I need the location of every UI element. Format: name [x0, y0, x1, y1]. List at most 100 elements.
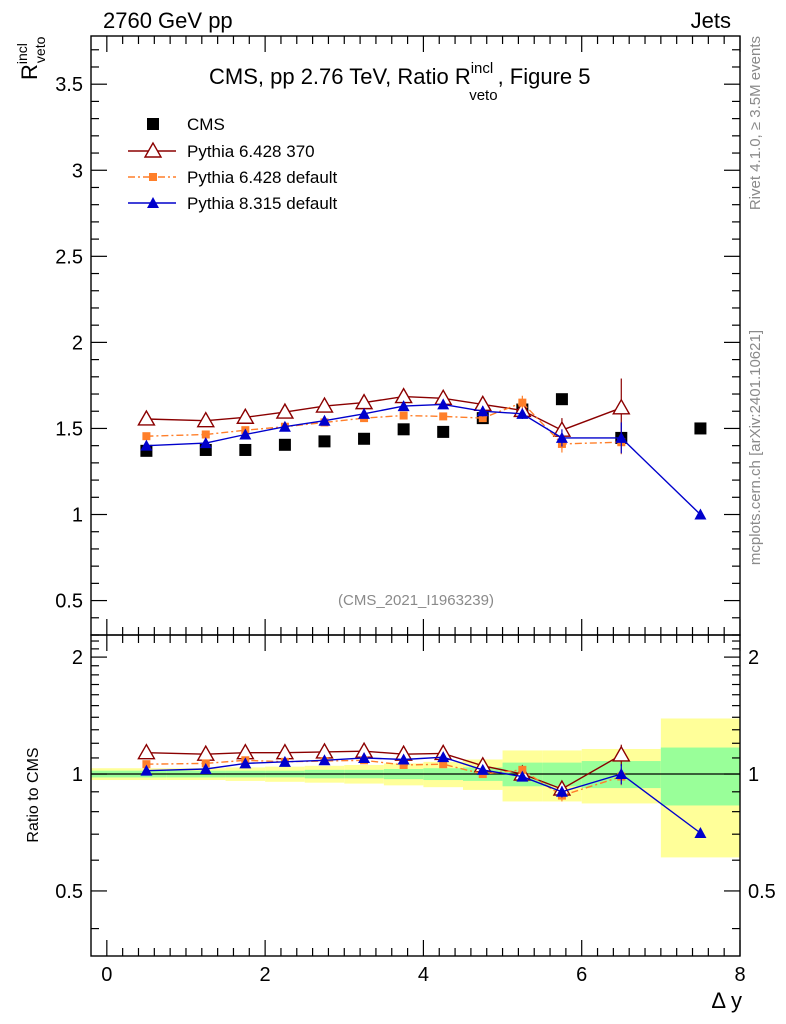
- main-pythia-8-315-default-point: [140, 439, 153, 451]
- ratio-pythia-8-315-default-point: [239, 757, 252, 769]
- main-y-tick-label: 2.5: [55, 246, 83, 268]
- x-tick-label: 2: [260, 964, 271, 986]
- main-pythia-8-315-default-point: [516, 407, 529, 419]
- ratio-y-tick-label-right: 2: [748, 647, 759, 669]
- main-pythia-6-428-370-point: [137, 409, 156, 426]
- x-tick-label: 0: [101, 964, 112, 986]
- ratio-pythia-8-315-default-point: [318, 754, 331, 766]
- main-cms-point: [239, 443, 252, 456]
- main-y-tick-label: 2: [72, 332, 83, 354]
- main-pythia-6-428-default-point: [439, 412, 448, 421]
- title-sup: incl: [471, 60, 494, 77]
- main-pythia-8-315-default-point: [615, 431, 628, 443]
- legend-label-p6-370: Pythia 6.428 370: [187, 142, 315, 161]
- x-tick-label: 4: [418, 964, 429, 986]
- legend-label-p8-default: Pythia 8.315 default: [187, 194, 338, 213]
- ratio-pythia-6-428-default-point: [399, 760, 408, 769]
- ratio-pythia-8-315-default-point: [437, 751, 450, 763]
- title-sub: veto: [469, 87, 497, 104]
- legend-pythia-6-428-370-marker: [143, 141, 163, 158]
- ratio-pythia-8-315-default-point: [358, 751, 371, 763]
- main-pythia-8-315-default-point: [278, 420, 291, 432]
- main-pythia-6-428-370-point: [612, 398, 631, 415]
- ylabel-base: R: [17, 64, 42, 80]
- main-y-tick-label: 0.5: [55, 591, 83, 613]
- main-pythia-6-428-370-point: [315, 396, 334, 413]
- ylabel-sub: veto: [32, 36, 48, 63]
- ratio-data-layer: [91, 718, 740, 858]
- main-cms-point: [437, 425, 450, 438]
- ratio-pythia-8-315-default-point: [694, 826, 707, 838]
- ratio-ylabel: Ratio to CMS: [25, 747, 42, 842]
- main-pythia-6-428-default-point: [399, 411, 408, 420]
- main-pythia-6-428-370-point: [275, 402, 295, 419]
- ratio-pythia-8-315-default-point: [397, 753, 410, 765]
- main-y-tick-label: 1.5: [55, 418, 83, 440]
- main-pythia-6-428-default-point: [478, 414, 487, 423]
- legend-cms-marker: [147, 118, 159, 130]
- main-pythia-8-315-default-point: [199, 437, 212, 449]
- main-pythia-6-428-default-line: [146, 401, 622, 445]
- main-cms-point: [278, 438, 291, 451]
- main-pythia-8-315-default-point: [397, 400, 410, 412]
- main-pythia-8-315-default-point: [476, 405, 489, 417]
- ratio-panel: 0 2 4 6 8 0.5 0.5 1 1 2 2 Ratio to CMS: [25, 634, 776, 986]
- legend: CMS Pythia 6.428 370 Pythia 6.428 defaul…: [128, 115, 338, 213]
- legend-pythia-6-428-default-marker: [149, 173, 157, 181]
- main-y-tick-label: 3.5: [55, 74, 83, 96]
- main-pythia-8-315-default-line: [146, 403, 701, 516]
- ratio-y-tick-label: 0.5: [55, 881, 83, 903]
- x-tick-label: 8: [734, 964, 745, 986]
- main-pythia-8-315-default-point: [437, 398, 450, 410]
- main-cms-point: [397, 423, 410, 436]
- ratio-pythia-6-428-370-point: [612, 745, 631, 762]
- main-title: CMS, pp 2.76 TeV, Ratio Rincl veto, Figur…: [209, 60, 591, 104]
- ratio-y-tick-label: 1: [72, 764, 83, 786]
- main-pythia-8-315-default-point: [555, 431, 568, 443]
- legend-markers: [128, 118, 176, 208]
- main-ticks: 0.5 1 1.5 2 2.5 3 3.5: [55, 36, 741, 636]
- ratio-pythia-6-428-default-point: [439, 760, 448, 769]
- ratio-frame: [90, 634, 741, 957]
- ratio-pythia-8-315-default-point: [140, 764, 153, 776]
- ratio-pythia-6-428-default-point: [518, 765, 527, 774]
- main-pythia-8-315-default-point: [239, 428, 252, 440]
- main-pythia-6-428-default-point: [142, 432, 151, 441]
- header-right: Jets: [691, 8, 731, 33]
- mcplots-label: mcplots.cern.ch [arXiv:2401.10621]: [747, 330, 764, 565]
- ratio-y-tick-label-right: 0.5: [748, 881, 776, 903]
- ratio-pythia-6-428-default-point: [142, 760, 151, 769]
- ratio-pythia-8-315-default-point: [555, 785, 568, 797]
- main-pythia-6-428-default-point: [201, 430, 210, 439]
- ratio-pythia-6-428-370-point: [196, 744, 215, 761]
- legend-label-cms: CMS: [187, 115, 225, 134]
- ratio-pythia-8-315-default-point: [278, 755, 291, 767]
- rivet-label: Rivet 4.1.0, ≥ 3.5M events: [747, 36, 764, 210]
- ratio-band-green: [660, 747, 740, 806]
- ratio-y-tick-label: 2: [72, 647, 83, 669]
- main-y-tick-label: 3: [72, 160, 83, 182]
- main-pythia-6-428-370-line: [146, 395, 622, 431]
- analysis-watermark: (CMS_2021_I1963239): [338, 592, 494, 609]
- ratio-y-tick-label-right: 1: [748, 764, 759, 786]
- ratio-ticks: 0 2 4 6 8 0.5 0.5 1 1 2 2: [55, 635, 776, 986]
- main-pythia-8-315-default-point: [318, 414, 331, 426]
- ratio-pythia-8-315-default-point: [516, 770, 529, 782]
- main-cms-point: [318, 435, 331, 448]
- title-suffix: , Figure 5: [498, 64, 591, 89]
- title-prefix: CMS, pp 2.76 TeV, Ratio R: [209, 64, 471, 89]
- ratio-pythia-8-315-default-point: [476, 763, 489, 775]
- ratio-pythia-6-428-370-point: [137, 743, 156, 760]
- legend-pythia-8-315-default-marker: [147, 197, 159, 208]
- main-pythia-8-315-default-point: [358, 407, 371, 419]
- x-axis-label: Δ y: [711, 988, 742, 1013]
- ylabel-sup: incl: [14, 43, 30, 64]
- main-cms-point: [358, 432, 371, 445]
- main-pythia-6-428-370-point: [236, 407, 255, 424]
- main-pythia-6-428-default-point: [518, 398, 527, 407]
- main-cms-point: [555, 393, 568, 406]
- ratio-pythia-6-428-default-line: [146, 759, 622, 797]
- main-panel: 0.5 1 1.5 2 2.5 3 3.5 CMS, pp 2.76 TeV, Ratio …: [14, 35, 741, 636]
- x-tick-label: 6: [576, 964, 587, 986]
